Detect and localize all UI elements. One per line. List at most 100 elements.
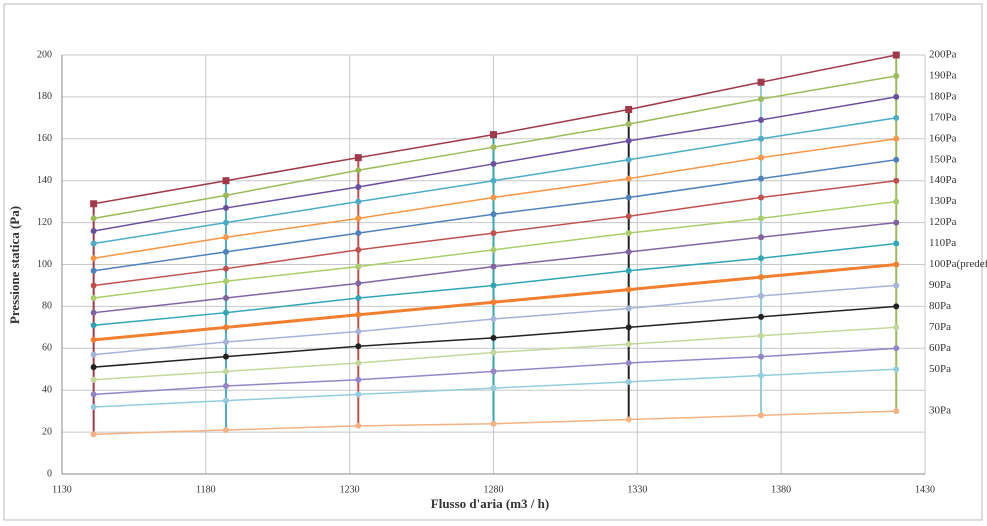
marker bbox=[490, 230, 497, 237]
marker bbox=[892, 51, 900, 59]
marker bbox=[354, 154, 362, 162]
marker bbox=[490, 144, 497, 151]
marker bbox=[222, 383, 229, 390]
marker bbox=[893, 156, 900, 163]
marker bbox=[625, 341, 632, 348]
y-tick-label: 180 bbox=[37, 91, 52, 102]
series-label: 120Pa bbox=[929, 216, 957, 228]
marker bbox=[355, 215, 362, 222]
marker bbox=[490, 194, 497, 201]
marker bbox=[90, 295, 97, 302]
marker bbox=[222, 427, 229, 434]
marker bbox=[90, 351, 97, 358]
marker bbox=[758, 194, 765, 201]
marker bbox=[625, 324, 632, 331]
y-tick-label: 100 bbox=[37, 259, 52, 270]
marker bbox=[490, 211, 497, 218]
y-tick-label: 140 bbox=[37, 175, 52, 186]
marker bbox=[90, 431, 97, 438]
marker bbox=[355, 246, 362, 253]
marker bbox=[222, 397, 229, 404]
marker bbox=[355, 376, 362, 383]
series-label: 110Pa bbox=[929, 237, 956, 249]
marker bbox=[758, 412, 765, 419]
x-tick-label: 1430 bbox=[915, 484, 935, 495]
marker bbox=[90, 200, 98, 208]
y-tick-label: 40 bbox=[42, 384, 52, 395]
y-tick-label: 60 bbox=[42, 343, 52, 354]
marker bbox=[355, 263, 362, 270]
series-label: 190Pa bbox=[929, 69, 957, 81]
marker bbox=[490, 282, 497, 289]
marker bbox=[758, 332, 765, 339]
marker bbox=[625, 194, 632, 201]
marker bbox=[490, 160, 497, 167]
marker bbox=[490, 299, 497, 306]
marker bbox=[490, 368, 497, 375]
series-label: 140Pa bbox=[929, 174, 957, 186]
marker bbox=[758, 274, 765, 281]
marker bbox=[222, 339, 229, 346]
marker bbox=[222, 265, 229, 272]
marker bbox=[90, 255, 97, 262]
marker bbox=[490, 131, 497, 139]
series-label: 150Pa bbox=[929, 153, 957, 165]
series-label: 200Pa bbox=[929, 49, 957, 61]
marker bbox=[355, 328, 362, 335]
series-label: 80Pa bbox=[929, 300, 951, 312]
series-label: 170Pa bbox=[929, 111, 957, 123]
marker bbox=[490, 177, 497, 184]
marker bbox=[893, 198, 900, 205]
marker bbox=[222, 219, 229, 226]
marker bbox=[893, 261, 900, 268]
marker bbox=[90, 391, 97, 398]
series-label: 90Pa bbox=[929, 279, 951, 291]
marker bbox=[893, 72, 900, 79]
marker bbox=[893, 114, 900, 121]
marker bbox=[490, 334, 497, 341]
marker bbox=[90, 376, 97, 383]
marker bbox=[625, 378, 632, 385]
marker bbox=[355, 391, 362, 398]
marker bbox=[490, 349, 497, 356]
series-label: 100Pa(predefinita) bbox=[929, 258, 987, 270]
marker bbox=[222, 368, 229, 375]
marker bbox=[758, 215, 765, 222]
x-tick-label: 1180 bbox=[196, 484, 216, 495]
marker bbox=[625, 267, 632, 274]
marker bbox=[625, 416, 632, 423]
series-label: 70Pa bbox=[929, 321, 951, 333]
series-label: 160Pa bbox=[929, 132, 957, 144]
marker bbox=[758, 372, 765, 379]
marker bbox=[90, 309, 97, 316]
y-tick-label: 120 bbox=[37, 217, 52, 228]
series-label: 180Pa bbox=[929, 90, 957, 102]
marker bbox=[490, 420, 497, 427]
marker bbox=[893, 93, 900, 100]
series-label: 60Pa bbox=[929, 342, 951, 354]
y-tick-label: 20 bbox=[42, 426, 52, 437]
marker bbox=[625, 175, 632, 182]
marker bbox=[490, 246, 497, 253]
x-axis-title: Flusso d'aria (m3 / h) bbox=[431, 496, 549, 511]
marker bbox=[758, 135, 765, 142]
marker bbox=[893, 303, 900, 310]
y-tick-label: 80 bbox=[42, 301, 52, 312]
marker bbox=[90, 227, 97, 234]
marker bbox=[490, 385, 497, 392]
x-tick-label: 1130 bbox=[52, 484, 72, 495]
marker bbox=[222, 204, 229, 211]
marker bbox=[893, 345, 900, 352]
marker bbox=[222, 248, 229, 255]
marker bbox=[490, 315, 497, 322]
marker bbox=[758, 234, 765, 241]
marker bbox=[222, 192, 229, 199]
marker bbox=[222, 234, 229, 241]
marker bbox=[625, 105, 633, 113]
marker bbox=[758, 154, 765, 161]
y-tick-label: 200 bbox=[37, 49, 52, 60]
series-label: 50Pa bbox=[929, 363, 951, 375]
marker bbox=[355, 230, 362, 237]
